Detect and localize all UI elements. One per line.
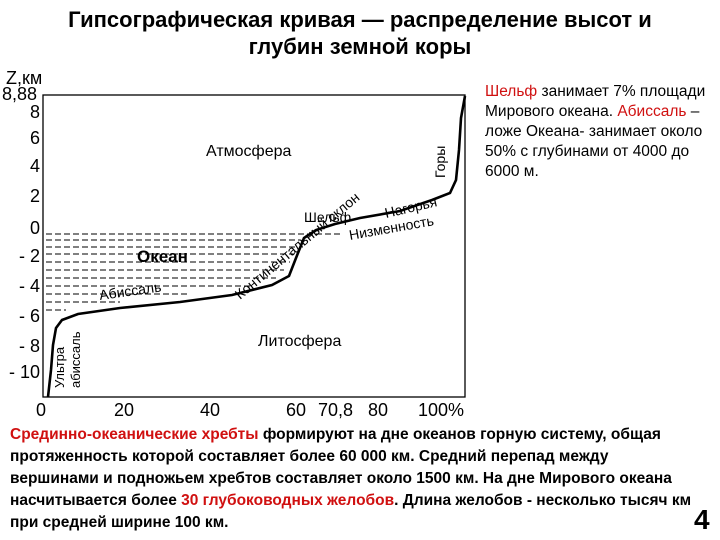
y-tick-minus-10: - 10	[8, 362, 40, 382]
y-tick-8: 8	[29, 102, 40, 122]
x-tick-80: 80	[368, 400, 389, 420]
label-atmosphere: Атмосфера	[206, 143, 292, 160]
page-title: Гипсографическая кривая — распределение …	[0, 6, 720, 60]
x-tick-0: 0	[36, 400, 47, 420]
label-ultra: Ультра	[52, 346, 67, 388]
y-tick-6: 6	[29, 128, 40, 148]
x-tick-40: 40	[200, 400, 221, 420]
y-tick-minus-8: - 8	[18, 336, 40, 356]
page-number: 4	[694, 504, 710, 535]
y-tick-2: 2	[29, 186, 40, 206]
trenches-phrase: 30 глубоководных желобов	[181, 492, 395, 509]
frame	[42, 94, 466, 398]
label-abyssal-lower: абиссаль	[68, 331, 83, 388]
shelf-abyssal-description: Шельф занимает 7% площади Мирового океан…	[485, 82, 713, 182]
y-tick-4: 4	[29, 156, 40, 176]
label-ocean: Океан	[137, 247, 188, 266]
ridges-phrase: Срединно-океанические хребты	[10, 426, 259, 443]
shelf-rest: занимает 7% площади Мирового океана.	[485, 83, 706, 120]
label-continental-slope: Континентальный склон	[232, 189, 363, 302]
ridges-trenches-description: Срединно-океанические хребты формируют н…	[10, 424, 700, 534]
hypsographic-curve	[46, 95, 467, 398]
title-line-2: глубин земной коры	[248, 34, 472, 59]
label-lithosphere: Литосфера	[258, 333, 341, 350]
abyssal-rest: – ложе Океана- занимает около 50% с глуб…	[485, 103, 703, 180]
y-tick-minus-2: - 2	[18, 246, 40, 266]
x-tick-20: 20	[114, 400, 135, 420]
sea-level-dashes	[46, 233, 340, 311]
y-axis-unit: Z,км	[6, 68, 43, 88]
x-tick-70-8: 70,8	[318, 400, 354, 420]
y-tick-0: 0	[29, 218, 40, 238]
ridges-text-part-2: . Длина желобов - несколько тысяч км при…	[10, 492, 692, 531]
x-tick-100: 100%	[418, 400, 465, 420]
shelf-word: Шельф	[485, 83, 538, 100]
x-tick-60: 60	[286, 400, 307, 420]
title-line-1: Гипсографическая кривая — распределение …	[68, 7, 652, 32]
y-tick-minus-6: - 6	[18, 306, 40, 326]
label-mountains: Горы	[432, 146, 448, 178]
label-shelf: Шельф	[304, 209, 351, 225]
ridges-text-part-1: формируют на дне океанов горную систему,…	[10, 426, 672, 509]
y-axis-top-value: 8,88	[2, 84, 38, 104]
abyssal-word: Абиссаль	[617, 103, 687, 120]
y-tick-minus-4: - 4	[18, 276, 40, 296]
label-abyssal: Абиссаль	[98, 278, 162, 303]
